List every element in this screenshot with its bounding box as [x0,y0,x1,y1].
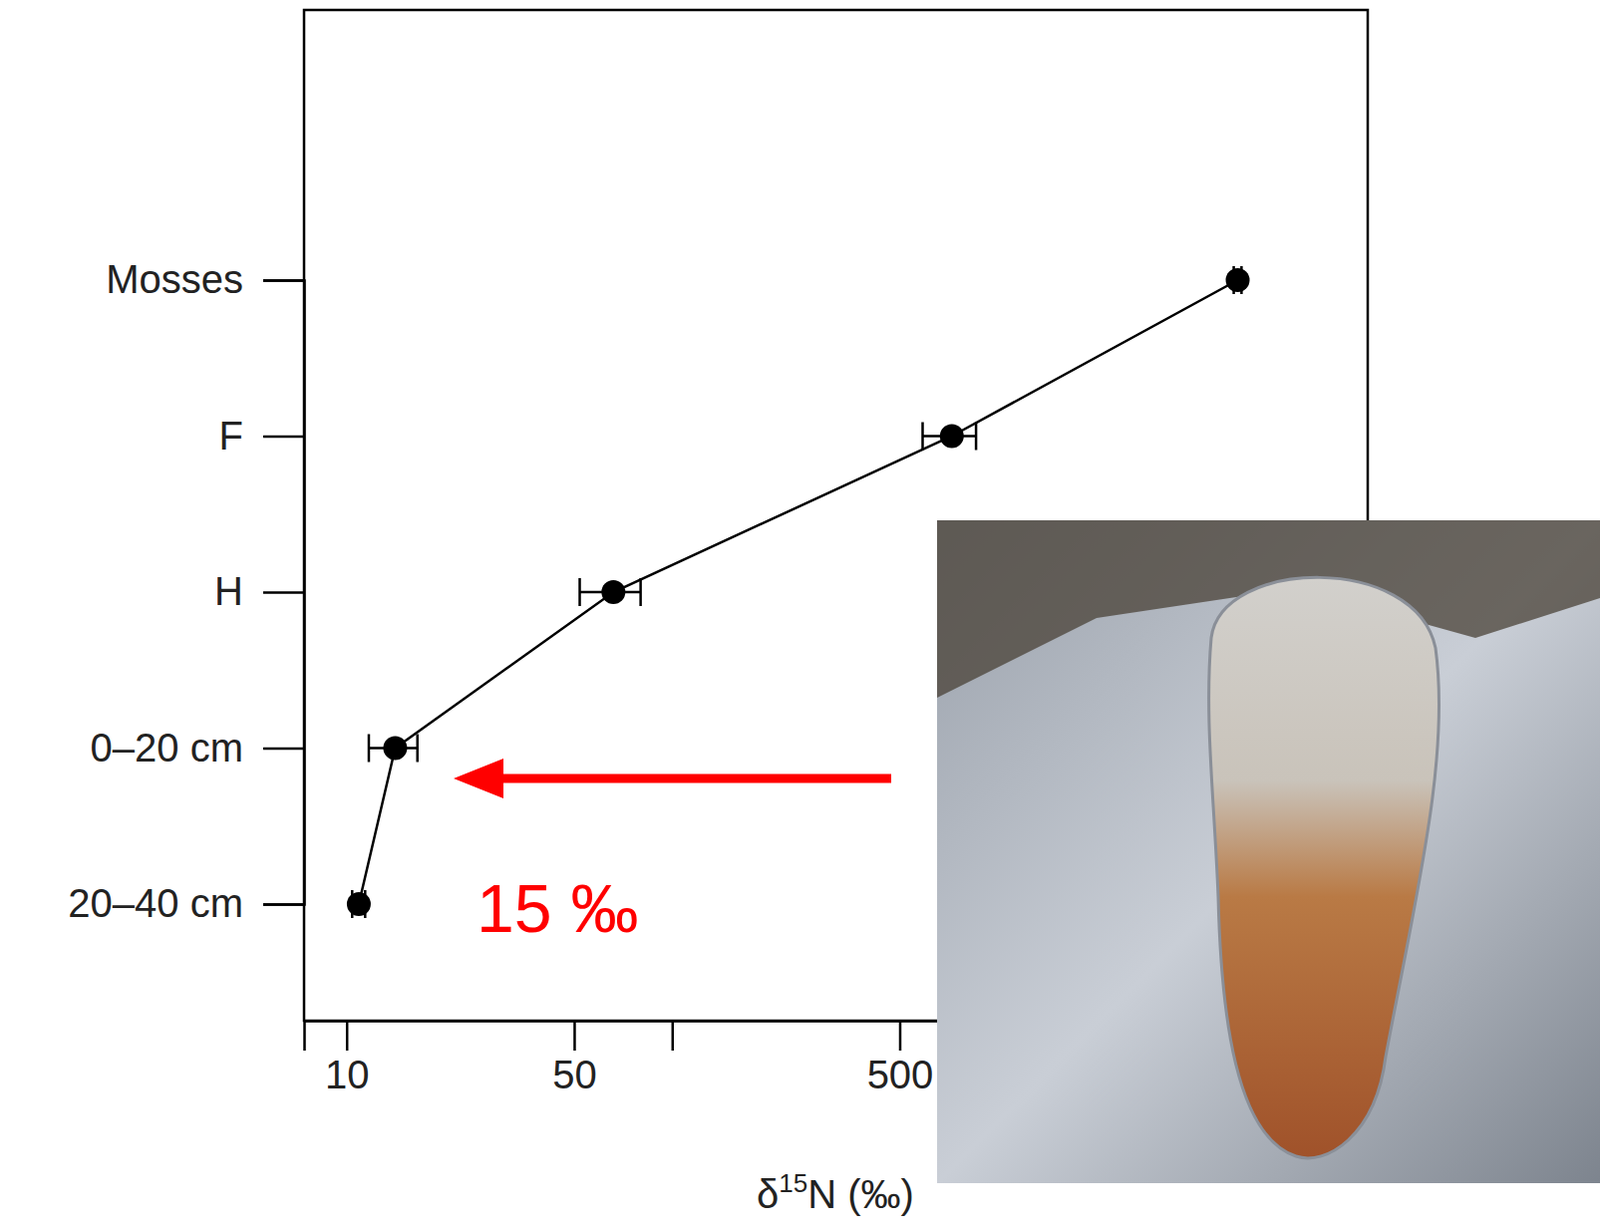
y-tick-mark [263,279,305,283]
y-axis-line [263,281,306,906]
photo-soil-core [1209,577,1440,1158]
x-tick [671,1020,673,1051]
y-tick-label: Mosses [105,257,244,302]
x-tick-mark [899,1020,903,1051]
error-bar [580,578,641,607]
error-bar-part [415,734,419,763]
annotation-arrowhead [453,758,504,799]
y-tick: Mosses [105,257,305,302]
y-tick: 0–20 cm [90,725,305,770]
x-tick: 500 [867,1020,935,1097]
photo-inset [937,520,1600,1184]
y-tick-label: 20–40 cm [67,881,244,926]
marker [346,892,371,917]
marker [1226,268,1251,293]
x-tick-label: 500 [867,1052,935,1097]
x-tick-label: 10 [324,1052,370,1097]
y-tick-mark [263,747,305,751]
x-axis-title: δ15N (‰) [756,1168,915,1217]
y-tick-mark [263,591,305,595]
y-tick-mark [263,435,305,439]
y-tick: 20–40 cm [67,881,305,926]
y-axis: Mosses F H 0–20 cm 20–40 cm [67,257,305,926]
x-tick-mark [573,1020,577,1051]
y-tick-mark [263,903,305,907]
annotation-arrow [493,774,892,784]
y-tick-label: F [219,413,244,458]
y-tick-label: 0–20 cm [90,725,244,770]
marker [601,580,626,605]
chart: 10 50 500 Mosses F H 0–20 cm 20–40 cm δ15N (‰) 15… [0,0,1600,1231]
y-tick-label: H [214,569,244,614]
error-bar-part [578,578,582,607]
x-tick-mark [671,1020,675,1051]
error-bar-part [974,422,978,451]
x-tick: 50 [552,1020,598,1097]
x-tick-mark [345,1020,349,1051]
y-tick: H [214,569,305,614]
marker [382,736,407,761]
error-bar-part [639,578,642,607]
error-bar-part [367,734,371,763]
x-tick-label: 50 [552,1052,598,1097]
error-bar-part [921,422,925,451]
marker [940,424,964,449]
error-bar [368,734,418,763]
y-tick: F [219,413,305,458]
error-bar [922,422,976,451]
photo-background [937,520,1600,1184]
x-tick: 10 [324,1020,370,1097]
annotation-text: 15 ‰ [476,870,640,947]
